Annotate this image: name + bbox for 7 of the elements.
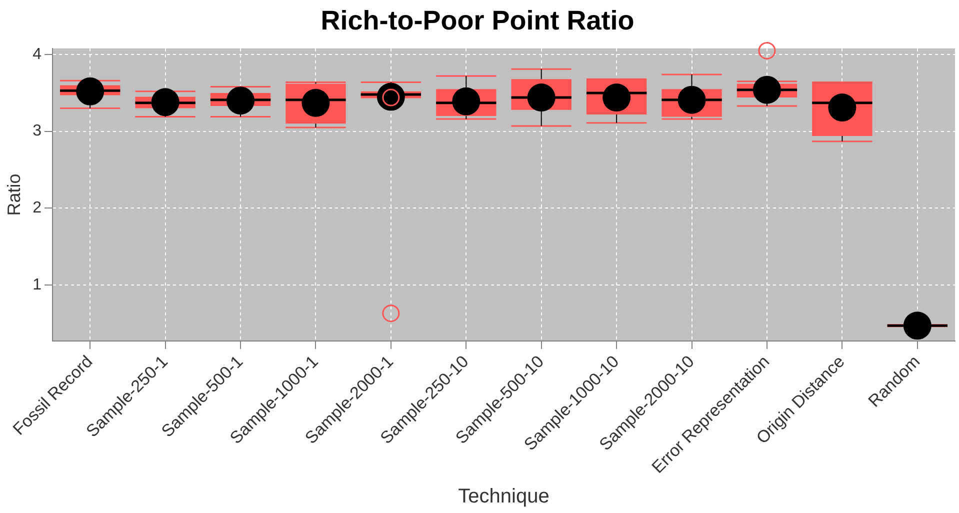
y-tick-label: 2 [32,200,42,217]
chart-title: Rich-to-Poor Point Ratio [320,6,634,36]
y-axis-title: Ratio [4,174,24,216]
x-axis-title: Technique [458,486,550,508]
y-tick-label: 4 [32,46,42,63]
y-tick-label: 1 [32,276,42,294]
y-tick-label: 3 [32,122,42,140]
